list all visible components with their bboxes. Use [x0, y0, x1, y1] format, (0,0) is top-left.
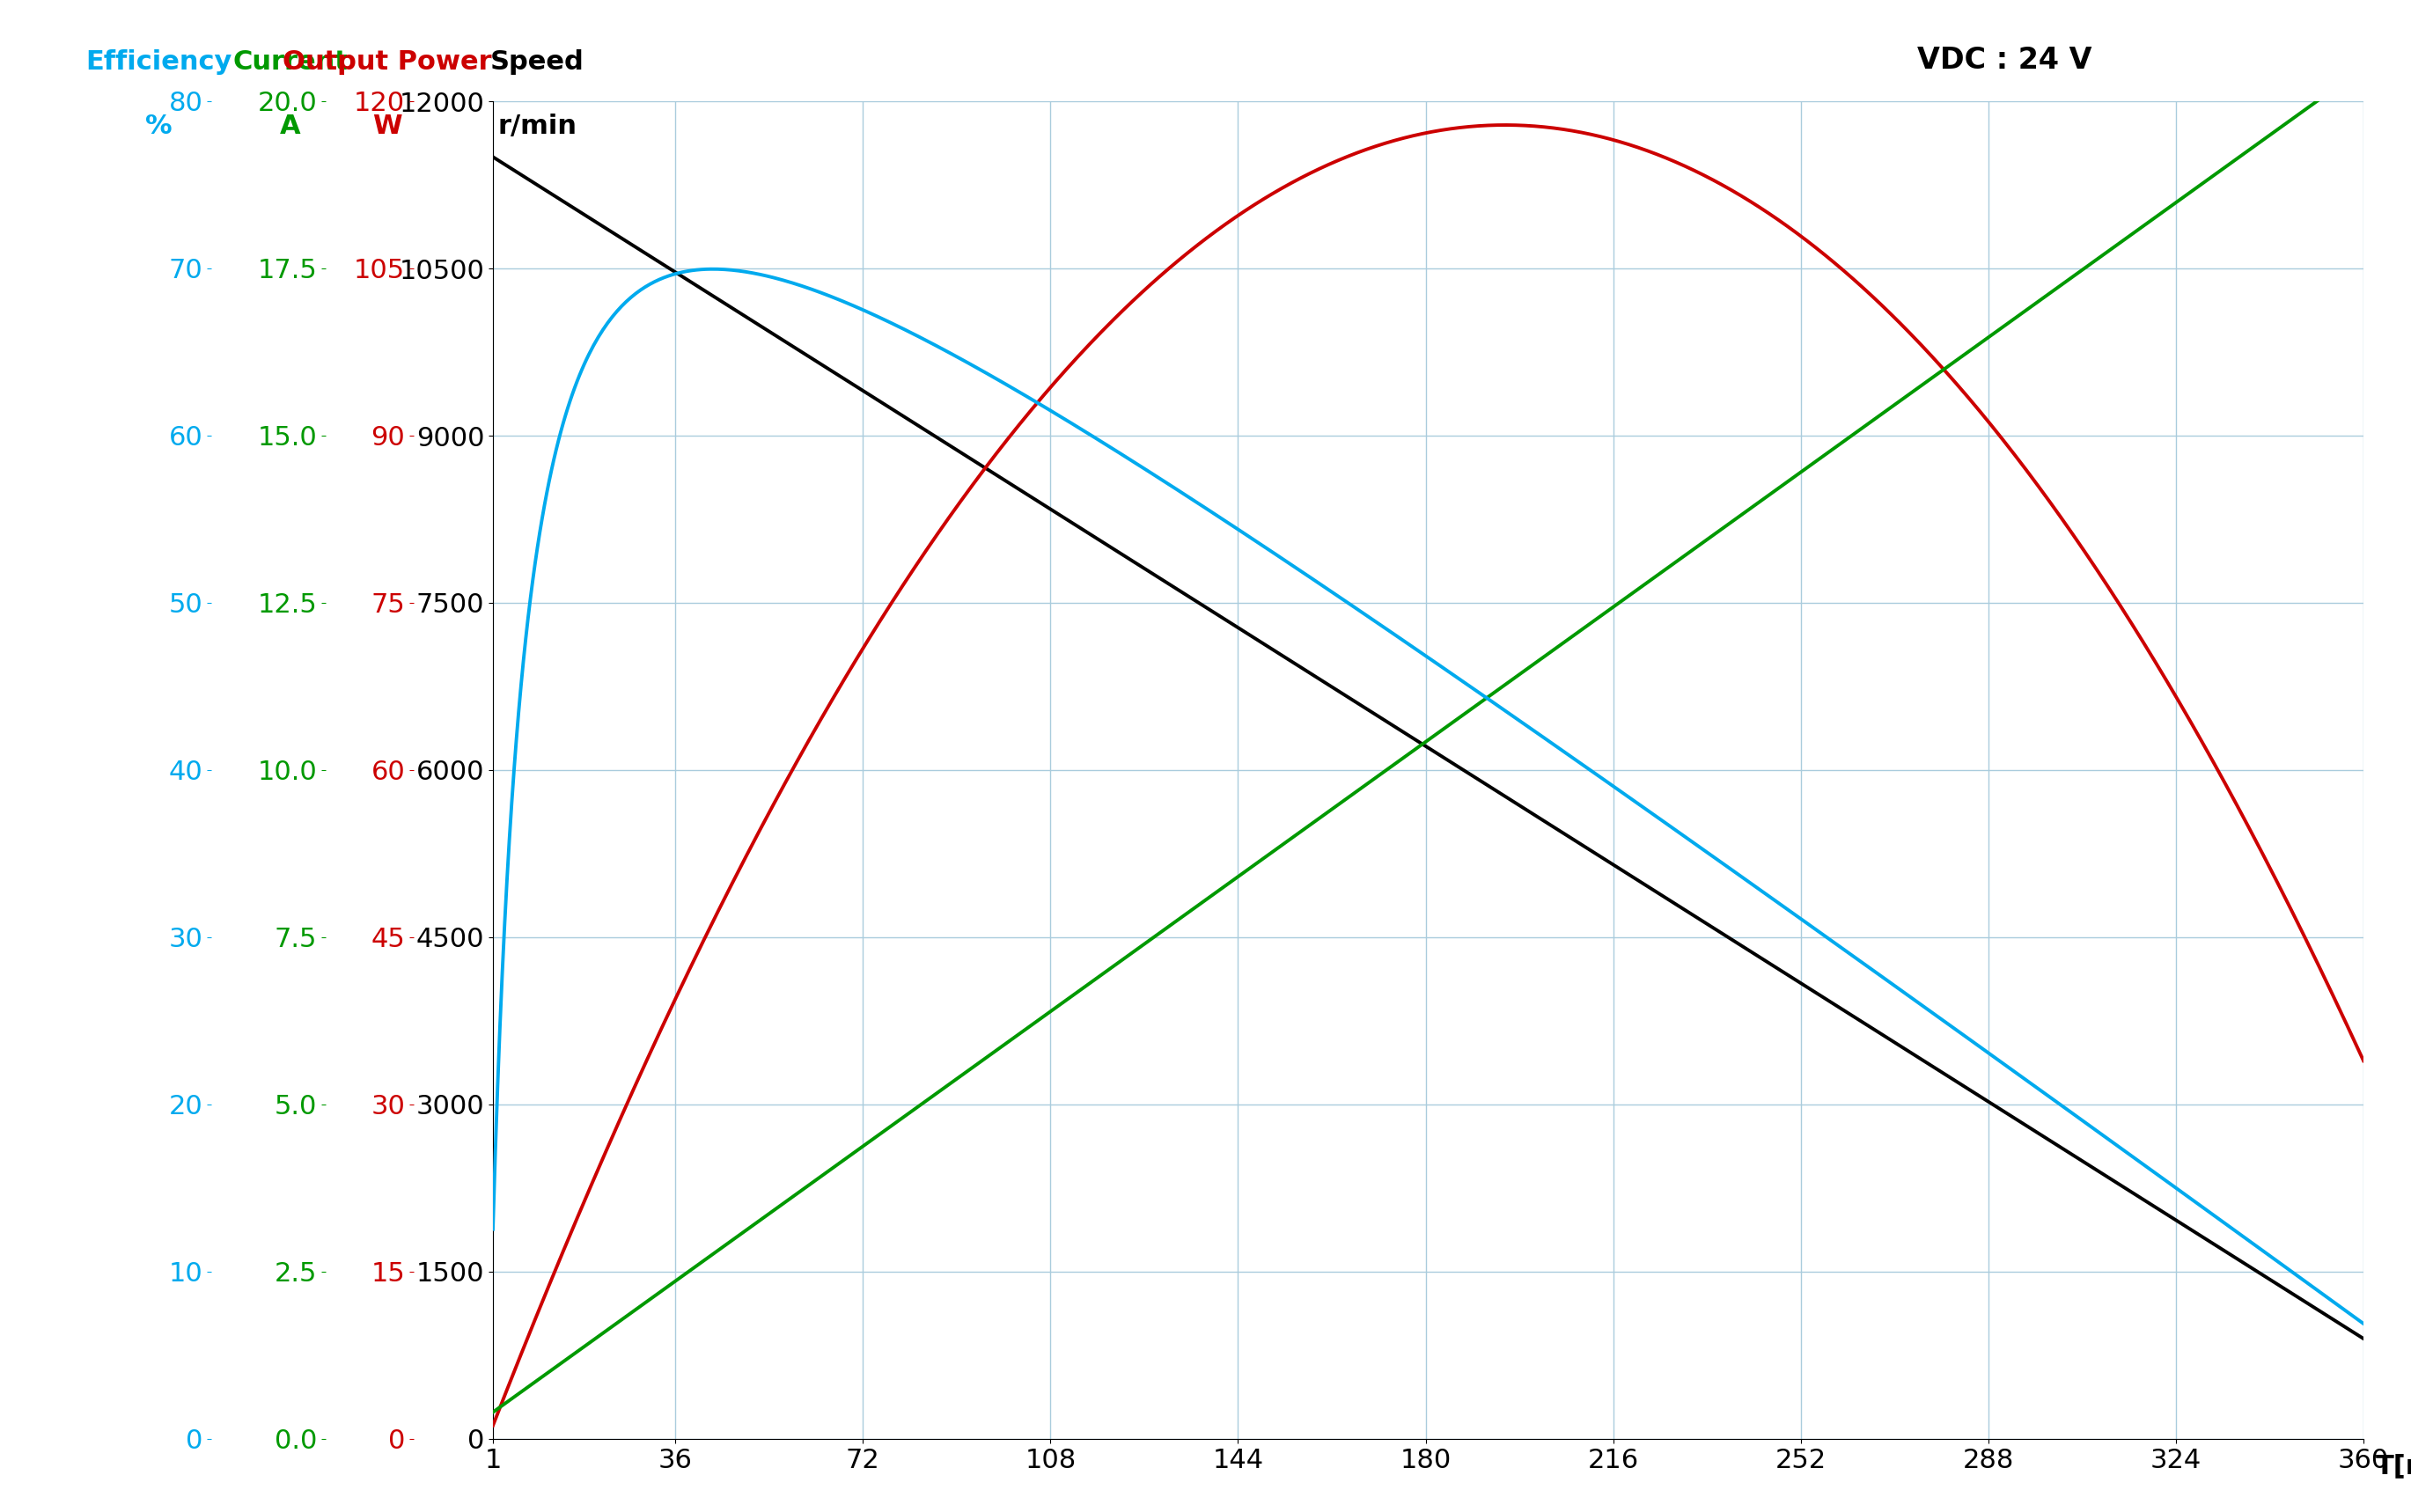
- Text: Speed: Speed: [489, 50, 583, 74]
- Text: Output Power: Output Power: [282, 50, 492, 74]
- Text: Current: Current: [234, 50, 347, 74]
- Text: VDC : 24 V: VDC : 24 V: [1917, 45, 2090, 74]
- Text: Efficiency: Efficiency: [84, 50, 231, 74]
- Text: r/min: r/min: [497, 113, 576, 139]
- Text: W: W: [374, 113, 403, 139]
- Text: %: %: [145, 113, 171, 139]
- Text: T[mN.m]: T[mN.m]: [2375, 1453, 2411, 1479]
- Text: A: A: [280, 113, 301, 139]
